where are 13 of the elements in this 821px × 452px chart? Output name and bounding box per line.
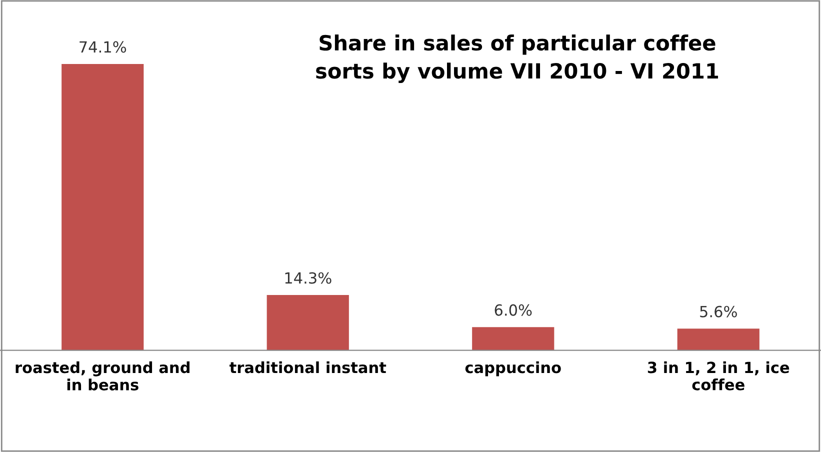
bar [677, 328, 760, 350]
bar [266, 295, 349, 350]
x-tick-label: cappuccino [465, 361, 561, 376]
x-tick-label: traditional instant [230, 361, 386, 374]
data-label: 5.6% [700, 306, 737, 318]
x-tick-label: 3 in 1, 2 in 1, ice coffee [648, 361, 790, 390]
data-label: 14.3% [285, 272, 332, 284]
data-label: 74.1% [80, 41, 126, 53]
x-tick-label: roasted, ground and in beans [16, 361, 190, 390]
bar [62, 64, 144, 350]
data-label: 6.0% [494, 304, 532, 316]
bar [472, 327, 554, 350]
chart-title: Share in sales of particular coffee sorts by volume VII 2010 - VI 2011 [316, 34, 718, 83]
